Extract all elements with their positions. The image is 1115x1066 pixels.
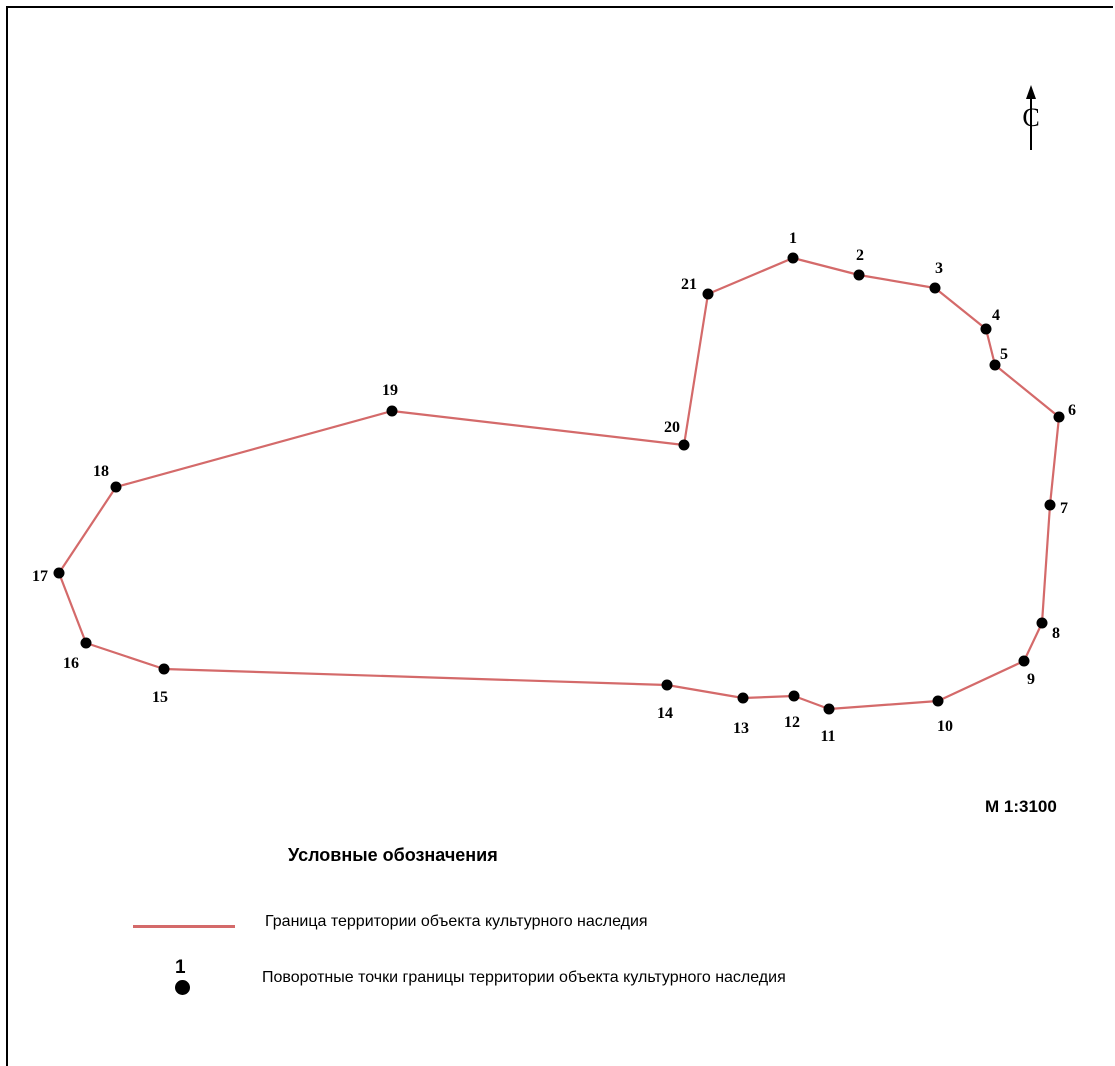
turning-point-21 [702, 288, 714, 300]
turning-point-4 [980, 323, 992, 335]
turning-point-label-19: 19 [382, 382, 398, 399]
legend-turning-point-label: Поворотные точки границы территории объе… [262, 969, 786, 986]
turning-point-11 [823, 703, 835, 715]
turning-point-label-18: 18 [93, 463, 109, 480]
turning-point-label-20: 20 [664, 419, 680, 436]
map-frame [6, 6, 1113, 1066]
turning-point-2 [853, 269, 865, 281]
boundary-polygon [57, 256, 1061, 711]
turning-point-9 [1018, 655, 1030, 667]
turning-point-3 [929, 282, 941, 294]
turning-point-19 [386, 405, 398, 417]
map-scale: М 1:3100 [985, 797, 1057, 816]
turning-point-label-17: 17 [32, 568, 48, 585]
turning-point-15 [158, 663, 170, 675]
turning-point-label-12: 12 [784, 714, 800, 731]
turning-point-label-13: 13 [733, 720, 749, 737]
turning-point-label-10: 10 [937, 718, 953, 735]
turning-point-label-16: 16 [63, 655, 79, 672]
turning-point-8 [1036, 617, 1048, 629]
turning-point-label-11: 11 [820, 728, 835, 745]
turning-point-5 [989, 359, 1001, 371]
turning-point-16 [80, 637, 92, 649]
turning-point-label-15: 15 [152, 689, 168, 706]
legend-boundary-line-symbol [133, 925, 235, 928]
turning-point-label-9: 9 [1027, 671, 1035, 688]
turning-point-label-3: 3 [935, 260, 943, 277]
turning-point-label-8: 8 [1052, 625, 1060, 642]
turning-point-label-14: 14 [657, 705, 673, 722]
turning-point-label-4: 4 [992, 307, 1000, 324]
legend-point-number: 1 [175, 957, 186, 978]
turning-point-10 [932, 695, 944, 707]
turning-point-1 [787, 252, 799, 264]
legend-title: Условные обозначения [288, 845, 498, 865]
legend-turning-point-symbol [175, 980, 190, 995]
turning-point-13 [737, 692, 749, 704]
turning-point-12 [788, 690, 800, 702]
turning-point-label-6: 6 [1068, 402, 1076, 419]
turning-point-label-7: 7 [1060, 500, 1068, 517]
turning-point-label-21: 21 [681, 276, 697, 293]
north-arrow-letter: С [1022, 103, 1039, 132]
turning-point-label-5: 5 [1000, 346, 1008, 363]
turning-point-17 [53, 567, 65, 579]
north-arrow: С [1022, 85, 1040, 150]
turning-point-label-1: 1 [789, 230, 797, 247]
turning-point-7 [1044, 499, 1056, 511]
legend-boundary-label: Граница территории объекта культурного н… [265, 913, 648, 930]
turning-point-20 [678, 439, 690, 451]
turning-point-label-2: 2 [856, 247, 864, 264]
turning-point-18 [110, 481, 122, 493]
north-arrow-head-icon [1026, 85, 1036, 99]
turning-point-14 [661, 679, 673, 691]
turning-point-6 [1053, 411, 1065, 423]
